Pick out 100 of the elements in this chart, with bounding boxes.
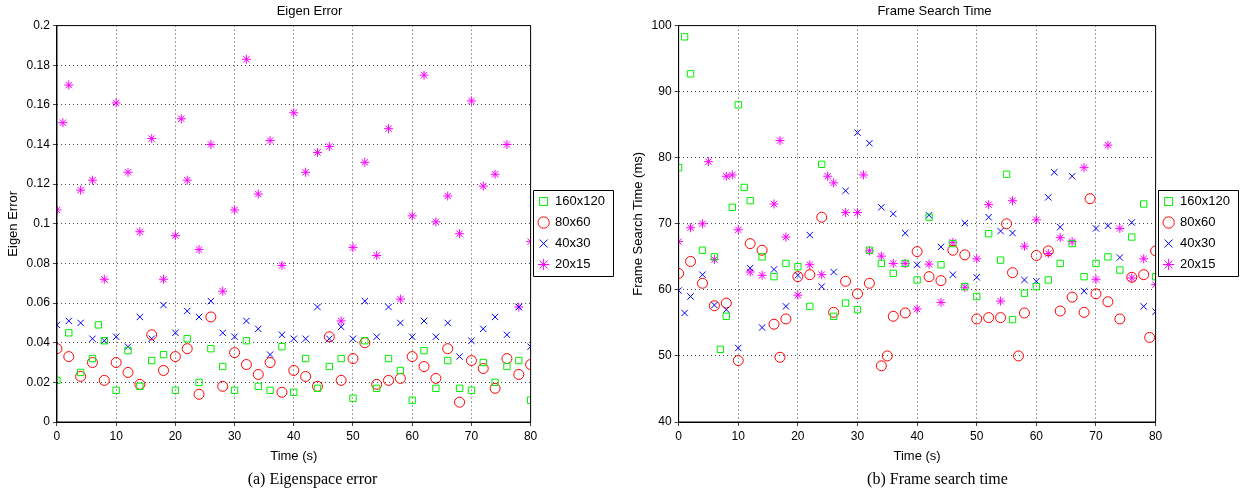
point bbox=[728, 203, 736, 211]
point bbox=[134, 378, 146, 390]
point bbox=[1007, 195, 1018, 206]
point bbox=[111, 97, 122, 108]
point bbox=[722, 312, 730, 320]
point bbox=[158, 274, 169, 285]
point bbox=[290, 335, 298, 343]
y-tick-label: 0.02 bbox=[26, 374, 51, 389]
text: (b) Frame search time bbox=[866, 470, 1009, 488]
point bbox=[148, 356, 156, 365]
x-tick-label: 10 bbox=[731, 428, 746, 443]
point bbox=[182, 175, 193, 186]
legend-label: 160x120 bbox=[1180, 193, 1231, 209]
point bbox=[384, 303, 393, 311]
point bbox=[806, 231, 814, 239]
point bbox=[124, 346, 132, 355]
point bbox=[877, 203, 886, 211]
point bbox=[455, 384, 464, 392]
point bbox=[680, 33, 689, 41]
point bbox=[680, 309, 689, 317]
point bbox=[899, 307, 911, 319]
point bbox=[1012, 350, 1024, 362]
x-tick-label: 20 bbox=[168, 428, 183, 443]
point bbox=[984, 213, 993, 221]
point bbox=[686, 292, 695, 301]
point bbox=[337, 323, 345, 331]
x-tick-label: 80 bbox=[1148, 428, 1163, 443]
point bbox=[349, 335, 357, 343]
point bbox=[722, 306, 730, 314]
point bbox=[383, 374, 395, 386]
x-tick-label: 60 bbox=[405, 428, 420, 443]
point bbox=[383, 123, 394, 134]
point bbox=[983, 312, 995, 324]
point bbox=[183, 307, 191, 315]
point bbox=[501, 353, 513, 365]
x-tick-label: 70 bbox=[464, 428, 479, 443]
point bbox=[1030, 250, 1042, 262]
point bbox=[1079, 162, 1090, 173]
point bbox=[290, 388, 298, 396]
point bbox=[875, 360, 887, 372]
point bbox=[361, 337, 369, 345]
point bbox=[1001, 218, 1013, 230]
point bbox=[276, 386, 288, 398]
x-tick-label: 40 bbox=[287, 428, 301, 443]
point bbox=[408, 333, 416, 341]
point bbox=[94, 321, 103, 329]
point bbox=[347, 353, 359, 365]
point bbox=[76, 368, 85, 377]
legend-label: 20x15 bbox=[1180, 256, 1216, 272]
point bbox=[768, 318, 780, 330]
y-tick-label: 60 bbox=[658, 282, 672, 297]
point bbox=[430, 216, 441, 227]
legend-label: 80x60 bbox=[1180, 214, 1216, 230]
point bbox=[491, 313, 499, 321]
point bbox=[466, 95, 477, 106]
point bbox=[716, 345, 725, 354]
point bbox=[740, 183, 748, 192]
point bbox=[311, 380, 323, 392]
point bbox=[1020, 289, 1029, 297]
chart-title: Frame Search Time bbox=[877, 3, 992, 19]
point bbox=[432, 384, 440, 392]
point bbox=[971, 313, 983, 325]
point bbox=[1114, 313, 1126, 325]
point bbox=[901, 229, 909, 237]
point bbox=[774, 351, 786, 363]
point bbox=[758, 253, 766, 261]
point bbox=[727, 169, 738, 180]
point bbox=[1056, 259, 1064, 268]
point bbox=[1066, 291, 1078, 303]
point bbox=[217, 286, 228, 297]
y-tick-label: 0.1 bbox=[33, 216, 51, 231]
point bbox=[1080, 272, 1088, 281]
point bbox=[288, 107, 299, 118]
point bbox=[455, 352, 464, 361]
point bbox=[65, 317, 73, 325]
point bbox=[732, 355, 744, 367]
point bbox=[769, 198, 780, 209]
point bbox=[889, 269, 897, 278]
point bbox=[756, 244, 768, 256]
point bbox=[1116, 253, 1124, 262]
point bbox=[477, 362, 489, 374]
point bbox=[171, 386, 180, 394]
point bbox=[1044, 193, 1052, 202]
point bbox=[146, 133, 157, 144]
point bbox=[515, 356, 523, 365]
point bbox=[935, 275, 947, 287]
y-tick-label: 0 bbox=[43, 414, 51, 429]
point bbox=[479, 325, 487, 333]
point bbox=[252, 368, 264, 380]
y-tick-label: 0.12 bbox=[26, 176, 51, 191]
point bbox=[696, 277, 708, 289]
point bbox=[205, 311, 217, 323]
point bbox=[136, 382, 144, 391]
point bbox=[230, 333, 239, 341]
point bbox=[159, 301, 168, 309]
point bbox=[278, 343, 286, 351]
point bbox=[454, 228, 465, 239]
x-tick-label: 50 bbox=[970, 428, 984, 443]
point bbox=[816, 269, 827, 280]
y-tick-label: 0.2 bbox=[33, 17, 51, 32]
